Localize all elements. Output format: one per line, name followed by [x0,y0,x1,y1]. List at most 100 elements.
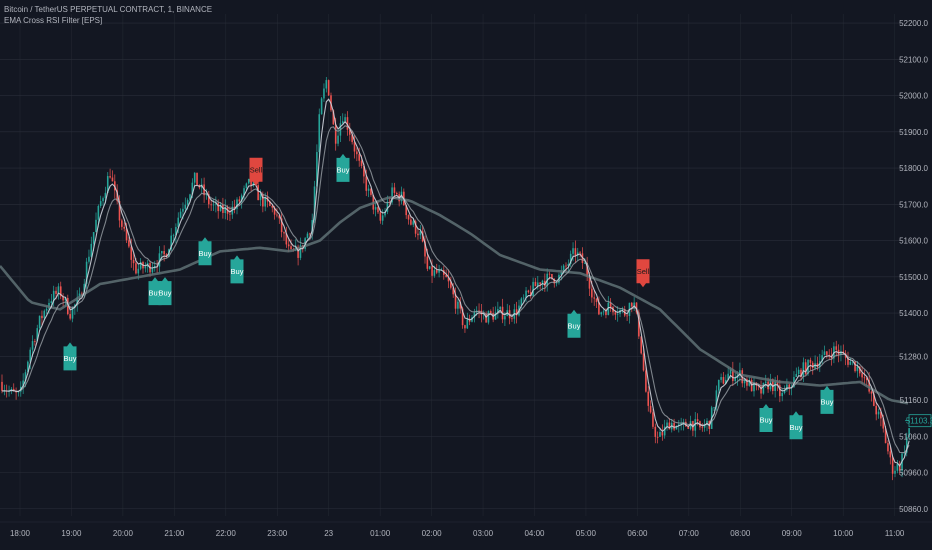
candle-body [732,369,734,382]
candle-body [210,204,212,206]
candle-body [527,290,530,293]
candle-body [377,207,379,213]
candle-body [106,176,109,193]
candle-body [356,151,358,155]
candle-body [332,110,335,125]
buy-signal[interactable]: Buy [820,385,834,414]
candle-body [898,464,901,471]
candle-body [285,233,288,245]
indicator-title[interactable]: EMA Cross RSI Filter [EPS] [4,16,103,25]
sell-signal[interactable]: Sell [636,259,650,288]
candle-body [219,204,222,212]
candle-body [450,281,452,288]
candle-body [318,114,321,153]
candle-body [490,311,492,313]
candle-body [626,315,628,317]
candle-body [889,451,892,458]
x-tick-label: 08:00 [730,529,751,538]
x-tick-label: 11:00 [885,529,905,538]
candle-body [905,437,908,453]
buy-signal[interactable]: Buy [198,237,212,266]
candle-body [645,370,647,392]
candle-body [595,298,598,303]
time-axis[interactable]: 18:00 19:00 20:00 21:00 22:00 23:00 23 01:00 02:… [0,521,932,538]
candle-body [713,407,715,409]
candle-body [435,270,438,273]
candle-body [90,243,93,257]
candle-body [579,252,581,254]
candle-body [551,273,553,279]
sell-signal[interactable]: Sell [249,157,263,186]
x-tick-label: 06:00 [627,529,648,538]
candle-body [31,341,34,350]
candle-body [532,281,534,296]
candle-body [243,188,245,196]
candle-body [638,312,640,337]
candle-body [121,220,123,227]
chart-legend: Bitcoin / TetherUS PERPETUAL CONTRACT, 1… [4,4,212,26]
candle-body [229,213,231,215]
candle-body [861,373,863,378]
candle-body [320,98,323,115]
candle-body [67,297,69,315]
candle-body [746,379,748,386]
candle-body [520,298,523,306]
candle-body [525,290,527,298]
buy-signal[interactable]: Buy [567,309,581,338]
candle-body [663,426,666,436]
buy-signal[interactable]: Buy [63,342,77,371]
price-axis[interactable]: 52200.0 52100.0 52000.0 51900.0 51800.0 51700… [899,19,932,514]
candle-body [309,233,311,235]
candle-body [569,253,572,264]
candle-body [776,382,779,386]
candle-body [609,302,612,307]
buy-signal[interactable]: Buy [759,404,773,433]
buy-signal[interactable]: Buy [789,411,803,440]
signal-label: Buy [199,249,212,258]
candle-body [116,190,118,202]
buy-signal[interactable]: Buy [158,277,172,306]
signal-label: Buy [231,267,244,276]
x-tick-label: 03:00 [473,529,494,538]
x-tick-label: 04:00 [524,529,545,538]
buy-signal[interactable]: Buy [148,277,162,306]
candle-body [144,266,147,269]
candle-body [278,215,281,219]
candle-body [468,319,471,322]
candle-body [464,325,466,329]
signal-flag [336,153,350,182]
y-tick-label: 52100.0 [899,55,928,64]
candle-body [544,280,546,287]
candle-body [873,393,875,406]
candle-body [337,135,339,144]
candle-body [666,422,668,427]
candle-body [325,80,328,89]
signal-label: Buy [760,416,773,425]
candle-body [297,246,299,258]
candle-body [722,377,725,384]
candle-body [574,248,577,256]
symbol-title[interactable]: Bitcoin / TetherUS PERPETUAL CONTRACT, 1… [4,5,213,14]
candle-body [593,297,595,299]
candle-body [69,314,71,319]
candle-body [161,251,163,254]
signal-flag [567,309,581,338]
candle-body [177,217,180,227]
signal-label: Buy [149,289,162,298]
candle-body [537,282,539,287]
x-tick-label: 01:00 [370,529,391,538]
candle-body [891,457,894,474]
buy-signal[interactable]: Buy [230,255,244,284]
candle-body [720,377,722,380]
candle-body [821,355,823,362]
x-tick-label: 23:00 [267,529,288,538]
buy-signal[interactable]: Buy [336,153,350,182]
signal-label: Buy [790,423,803,432]
candle-body [823,351,826,356]
candle-body [215,203,217,205]
candle-body [259,194,262,201]
candle-body [196,172,198,185]
signal-label: Buy [337,165,350,174]
y-tick-label: 51800.0 [899,164,928,173]
